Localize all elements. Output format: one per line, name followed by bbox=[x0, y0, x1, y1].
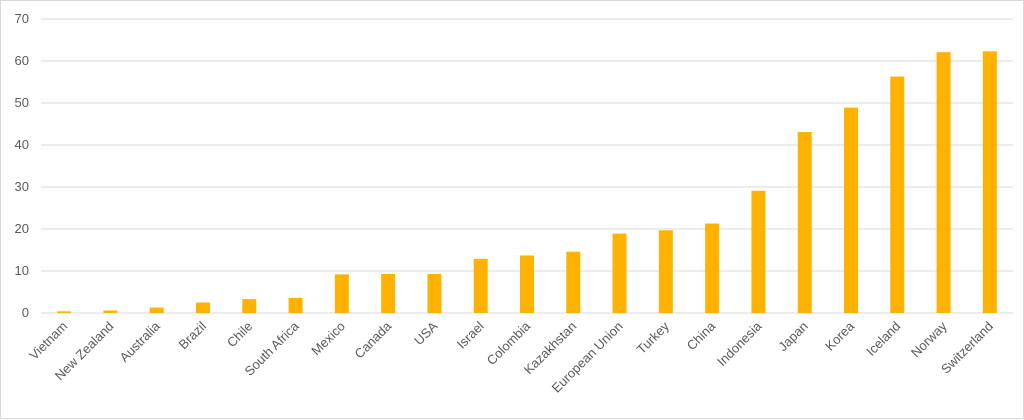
x-tick-label: Australia bbox=[116, 318, 163, 365]
y-tick-label: 10 bbox=[15, 263, 29, 278]
y-tick-label: 20 bbox=[15, 221, 29, 236]
bar-usa bbox=[427, 273, 442, 313]
bar-switzerland bbox=[982, 51, 997, 314]
x-tick-label: Japan bbox=[775, 319, 811, 355]
x-tick-label: Israel bbox=[454, 318, 487, 351]
bar-turkey bbox=[658, 230, 673, 313]
bar-china bbox=[705, 223, 720, 313]
x-tick-label: Vietnam bbox=[26, 319, 70, 363]
bar-korea bbox=[844, 107, 858, 314]
bar-iceland bbox=[890, 76, 905, 313]
y-tick-label: 70 bbox=[15, 11, 29, 26]
bar-japan bbox=[797, 131, 812, 313]
bar-south-africa bbox=[288, 297, 303, 313]
x-tick-label: Iceland bbox=[863, 319, 903, 359]
bar-colombia bbox=[520, 255, 534, 313]
x-tick-label: China bbox=[684, 318, 719, 353]
y-tick-label: 40 bbox=[15, 137, 29, 152]
gridlines bbox=[41, 18, 1013, 314]
bar-canada bbox=[381, 273, 396, 313]
y-tick-label: 50 bbox=[15, 95, 29, 110]
x-tick-label: Mexico bbox=[308, 319, 348, 359]
bar-indonesia bbox=[751, 190, 766, 313]
bar-australia bbox=[149, 307, 164, 313]
x-tick-label: Chile bbox=[224, 319, 256, 351]
x-tick-label: Turkey bbox=[634, 318, 673, 357]
bar-kazakhstan bbox=[566, 251, 581, 313]
y-axis: 0 10 20 30 40 50 60 70 bbox=[15, 11, 29, 320]
x-tick-label: Norway bbox=[908, 318, 950, 360]
bar-mexico bbox=[334, 274, 349, 313]
x-tick-label: Indonesia bbox=[714, 318, 765, 369]
x-tick-label: Canada bbox=[351, 318, 394, 361]
bar-vietnam bbox=[57, 311, 72, 313]
y-tick-label: 60 bbox=[15, 53, 29, 68]
bar-new-zealand bbox=[103, 310, 118, 313]
bar-israel bbox=[473, 258, 488, 313]
bar-norway bbox=[936, 52, 951, 314]
bar-brazil bbox=[196, 302, 210, 313]
x-tick-label: Korea bbox=[822, 318, 858, 354]
x-tick-label: USA bbox=[411, 318, 441, 348]
y-tick-label: 30 bbox=[15, 179, 29, 194]
y-tick-label: 0 bbox=[22, 305, 29, 320]
bar-european-union bbox=[612, 233, 627, 313]
bar-chile bbox=[242, 299, 257, 313]
x-tick-label: Brazil bbox=[176, 318, 210, 352]
bars bbox=[57, 51, 997, 314]
